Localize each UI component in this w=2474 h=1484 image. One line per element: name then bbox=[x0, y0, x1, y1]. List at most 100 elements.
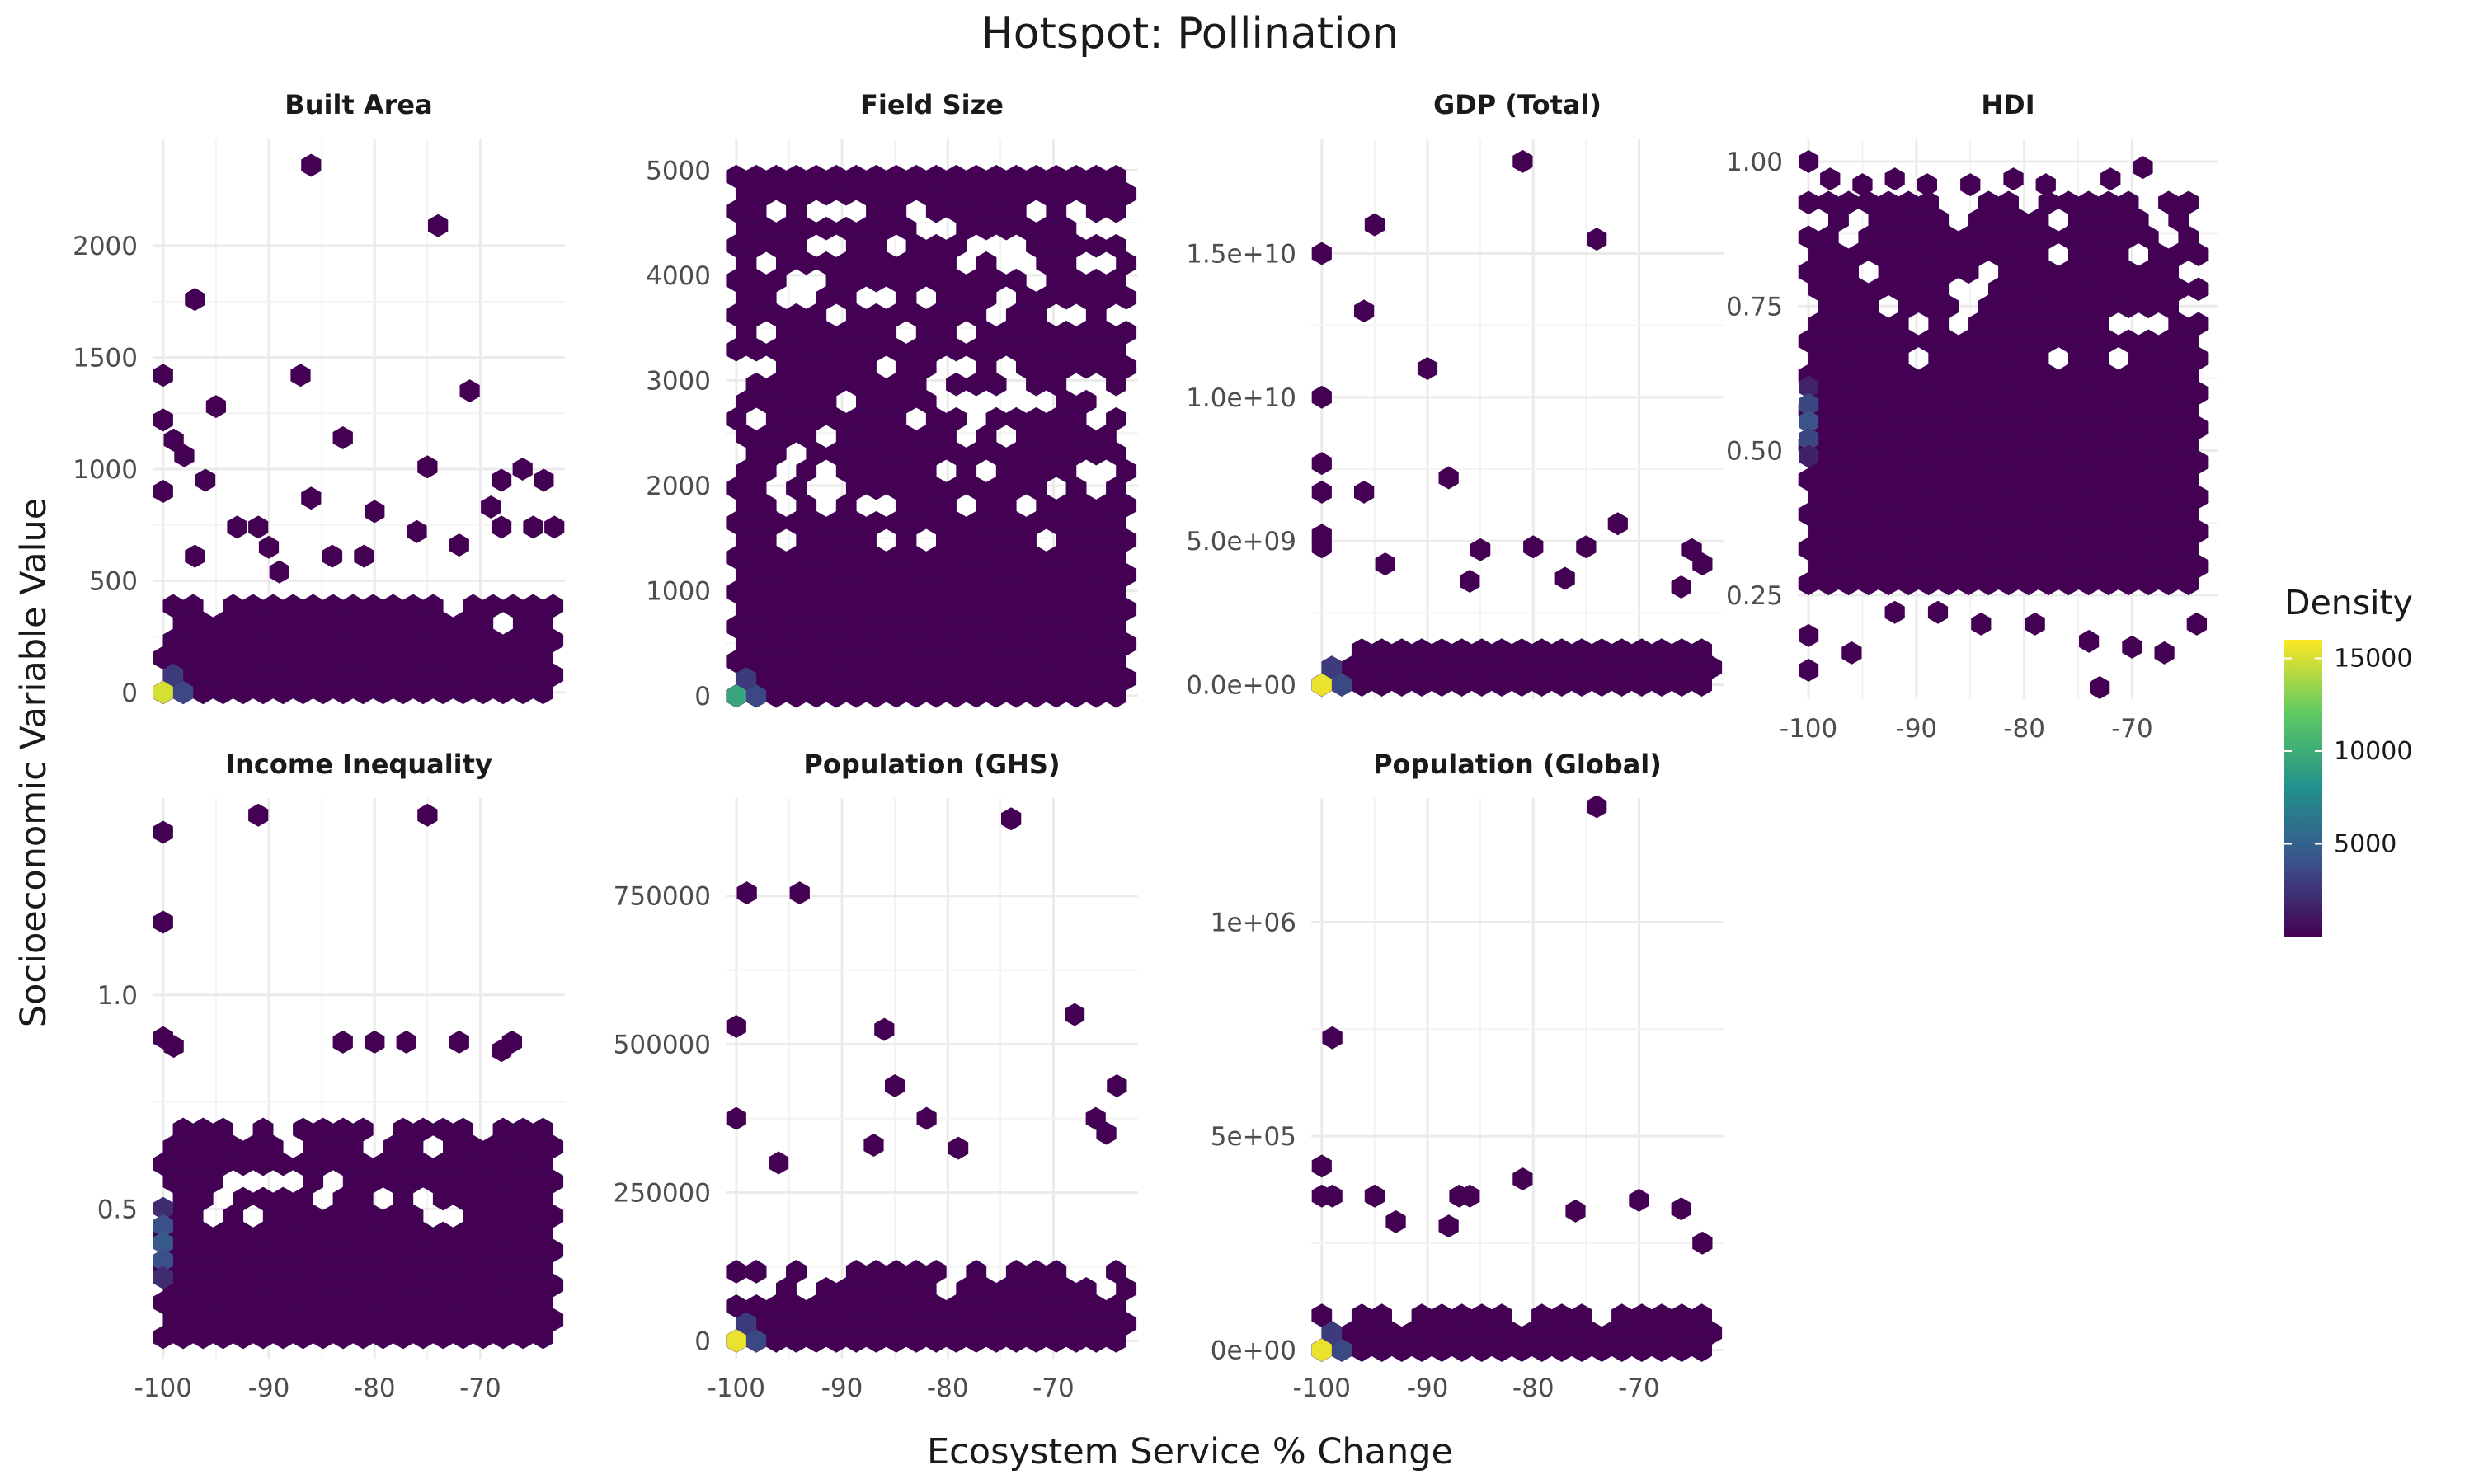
hexbin-outlier bbox=[1884, 167, 1905, 191]
hexbin-outlier bbox=[1671, 1197, 1691, 1221]
hexbins bbox=[153, 153, 565, 705]
hexbin-outlier bbox=[1799, 150, 1819, 173]
hexbins bbox=[1311, 149, 1723, 697]
y-tick-label: 0.5 bbox=[97, 1195, 138, 1224]
hexbin-cell bbox=[2178, 190, 2199, 215]
hexbin-outlier bbox=[153, 364, 173, 387]
hexbin-outlier bbox=[789, 881, 810, 905]
hexbins bbox=[726, 164, 1137, 708]
y-tick-label: 500 bbox=[89, 566, 138, 596]
hexbin-outlier bbox=[1322, 1026, 1343, 1050]
hexbin-outlier bbox=[1692, 552, 1713, 576]
hexbin-hotspot bbox=[1311, 673, 1332, 697]
hexbin-outlier bbox=[1960, 173, 1981, 197]
hexbins bbox=[153, 803, 564, 1350]
y-tick-label: 4000 bbox=[646, 261, 711, 291]
hexbin-outlier bbox=[1917, 173, 1937, 197]
hexbin-cell bbox=[1106, 406, 1126, 431]
hexbin-cell bbox=[1918, 190, 1939, 215]
legend-title: Density bbox=[2284, 583, 2413, 622]
x-tick-label: -100 bbox=[134, 1374, 192, 1403]
y-tick-label: 0 bbox=[121, 679, 138, 708]
hexbin-cell bbox=[352, 1117, 374, 1142]
y-tick-label: 0.50 bbox=[1726, 437, 1783, 467]
hexbin-outlier bbox=[396, 1030, 416, 1054]
hexbin-outlier bbox=[1096, 1121, 1117, 1145]
x-tick-label: -100 bbox=[1780, 714, 1837, 744]
y-tick-label: 5e+05 bbox=[1211, 1122, 1296, 1152]
hexbin-cell bbox=[2188, 312, 2209, 336]
hexbin-outlier bbox=[258, 535, 280, 559]
x-tick-label: -90 bbox=[248, 1374, 290, 1403]
hexbin-cell bbox=[1691, 1303, 1712, 1327]
hexbin-cell bbox=[726, 1260, 747, 1284]
x-tick-label: -80 bbox=[1512, 1374, 1554, 1403]
hexbin-outlier bbox=[153, 480, 173, 503]
hexbin-outlier bbox=[1565, 1199, 1586, 1223]
hexbin-hotspot bbox=[153, 1248, 173, 1272]
hexbin-outlier bbox=[1438, 466, 1459, 490]
hexbin-hotspot bbox=[726, 684, 746, 708]
hexbin-outlier bbox=[365, 1030, 385, 1054]
y-axis-title: Socioeconomic Variable Value bbox=[13, 498, 54, 1027]
hexbin-outlier bbox=[492, 1039, 512, 1063]
x-tick-label: -80 bbox=[927, 1374, 969, 1403]
gridlines bbox=[1311, 798, 1724, 1359]
x-tick-label: -70 bbox=[2111, 714, 2153, 744]
hexbin-hotspot bbox=[1799, 392, 1819, 416]
hexbin-outlier bbox=[365, 500, 385, 524]
hexbin-outlier bbox=[1085, 1106, 1106, 1130]
x-tick-label: -80 bbox=[354, 1374, 396, 1403]
hexbin-outlier bbox=[1523, 535, 1544, 559]
hexbin-outlier bbox=[1460, 570, 1480, 593]
hexbin-cell bbox=[1106, 233, 1126, 258]
facet-title: Field Size bbox=[860, 89, 1004, 120]
hexbin-outlier bbox=[1512, 149, 1533, 173]
hexbin-outlier bbox=[459, 379, 480, 403]
hexbin-cell bbox=[1046, 1260, 1067, 1284]
hexbin-outlier bbox=[481, 495, 501, 519]
y-tick-label: 1000 bbox=[646, 577, 711, 607]
y-tick-label: 1e+06 bbox=[1211, 909, 1296, 938]
hexbin-outlier bbox=[1001, 807, 1022, 831]
hexbin-outlier bbox=[885, 1074, 905, 1097]
hexbin-hotspot-neighbor bbox=[1321, 655, 1343, 679]
y-tick-label: 1000 bbox=[73, 455, 138, 485]
hexbin-outlier bbox=[2025, 612, 2045, 636]
hexbin-outlier bbox=[2100, 167, 2121, 191]
hexbin-hotspot bbox=[1311, 1338, 1332, 1362]
hexbin-cell bbox=[1116, 320, 1137, 345]
hexbin-outlier bbox=[1311, 1154, 1332, 1178]
hexbin-outlier bbox=[1354, 480, 1375, 504]
y-tick-label: 3000 bbox=[646, 366, 711, 396]
hexbins bbox=[1311, 795, 1723, 1362]
y-tick-label: 0e+00 bbox=[1211, 1336, 1296, 1366]
hexbin-outlier bbox=[195, 468, 216, 492]
hexbin-cell bbox=[925, 1260, 947, 1284]
hexbin-cell bbox=[2118, 190, 2139, 215]
hexbin-outlier bbox=[248, 515, 269, 539]
legend-tick-label: 10000 bbox=[2334, 737, 2412, 766]
hexbin-outlier bbox=[1311, 385, 1332, 409]
hexbin-hotspot bbox=[153, 1214, 173, 1237]
hexbin-outlier bbox=[1852, 173, 1873, 197]
hexbin-outlier bbox=[1311, 452, 1332, 476]
x-tick-label: -90 bbox=[821, 1374, 863, 1403]
x-axis-title: Ecosystem Service % Change bbox=[927, 1431, 1453, 1472]
hexbin-outlier bbox=[1311, 480, 1332, 504]
density-legend: Density 5000 10000 15000 bbox=[2284, 583, 2413, 937]
hexbin-outlier bbox=[1322, 1184, 1343, 1208]
hexbin-outlier bbox=[1607, 512, 1628, 536]
hexbin-cell bbox=[946, 406, 967, 431]
facet-panel: Field Size 0 1000 2000 3000 4000 5000 bbox=[646, 89, 1138, 711]
hexbin-hotspot-neighbor bbox=[1331, 1338, 1352, 1362]
hexbin-outlier bbox=[290, 364, 311, 387]
hexbin-hotspot bbox=[153, 1266, 173, 1289]
hexbin-outlier bbox=[1107, 1074, 1127, 1097]
hexbin-outlier bbox=[1884, 600, 1905, 624]
hexbin-outlier bbox=[863, 1134, 884, 1157]
y-tick-label: 2000 bbox=[646, 472, 711, 501]
facet-panel: Built Area 0 500 1000 1500 2000 bbox=[73, 89, 565, 708]
hexbin-cell bbox=[1691, 638, 1712, 662]
